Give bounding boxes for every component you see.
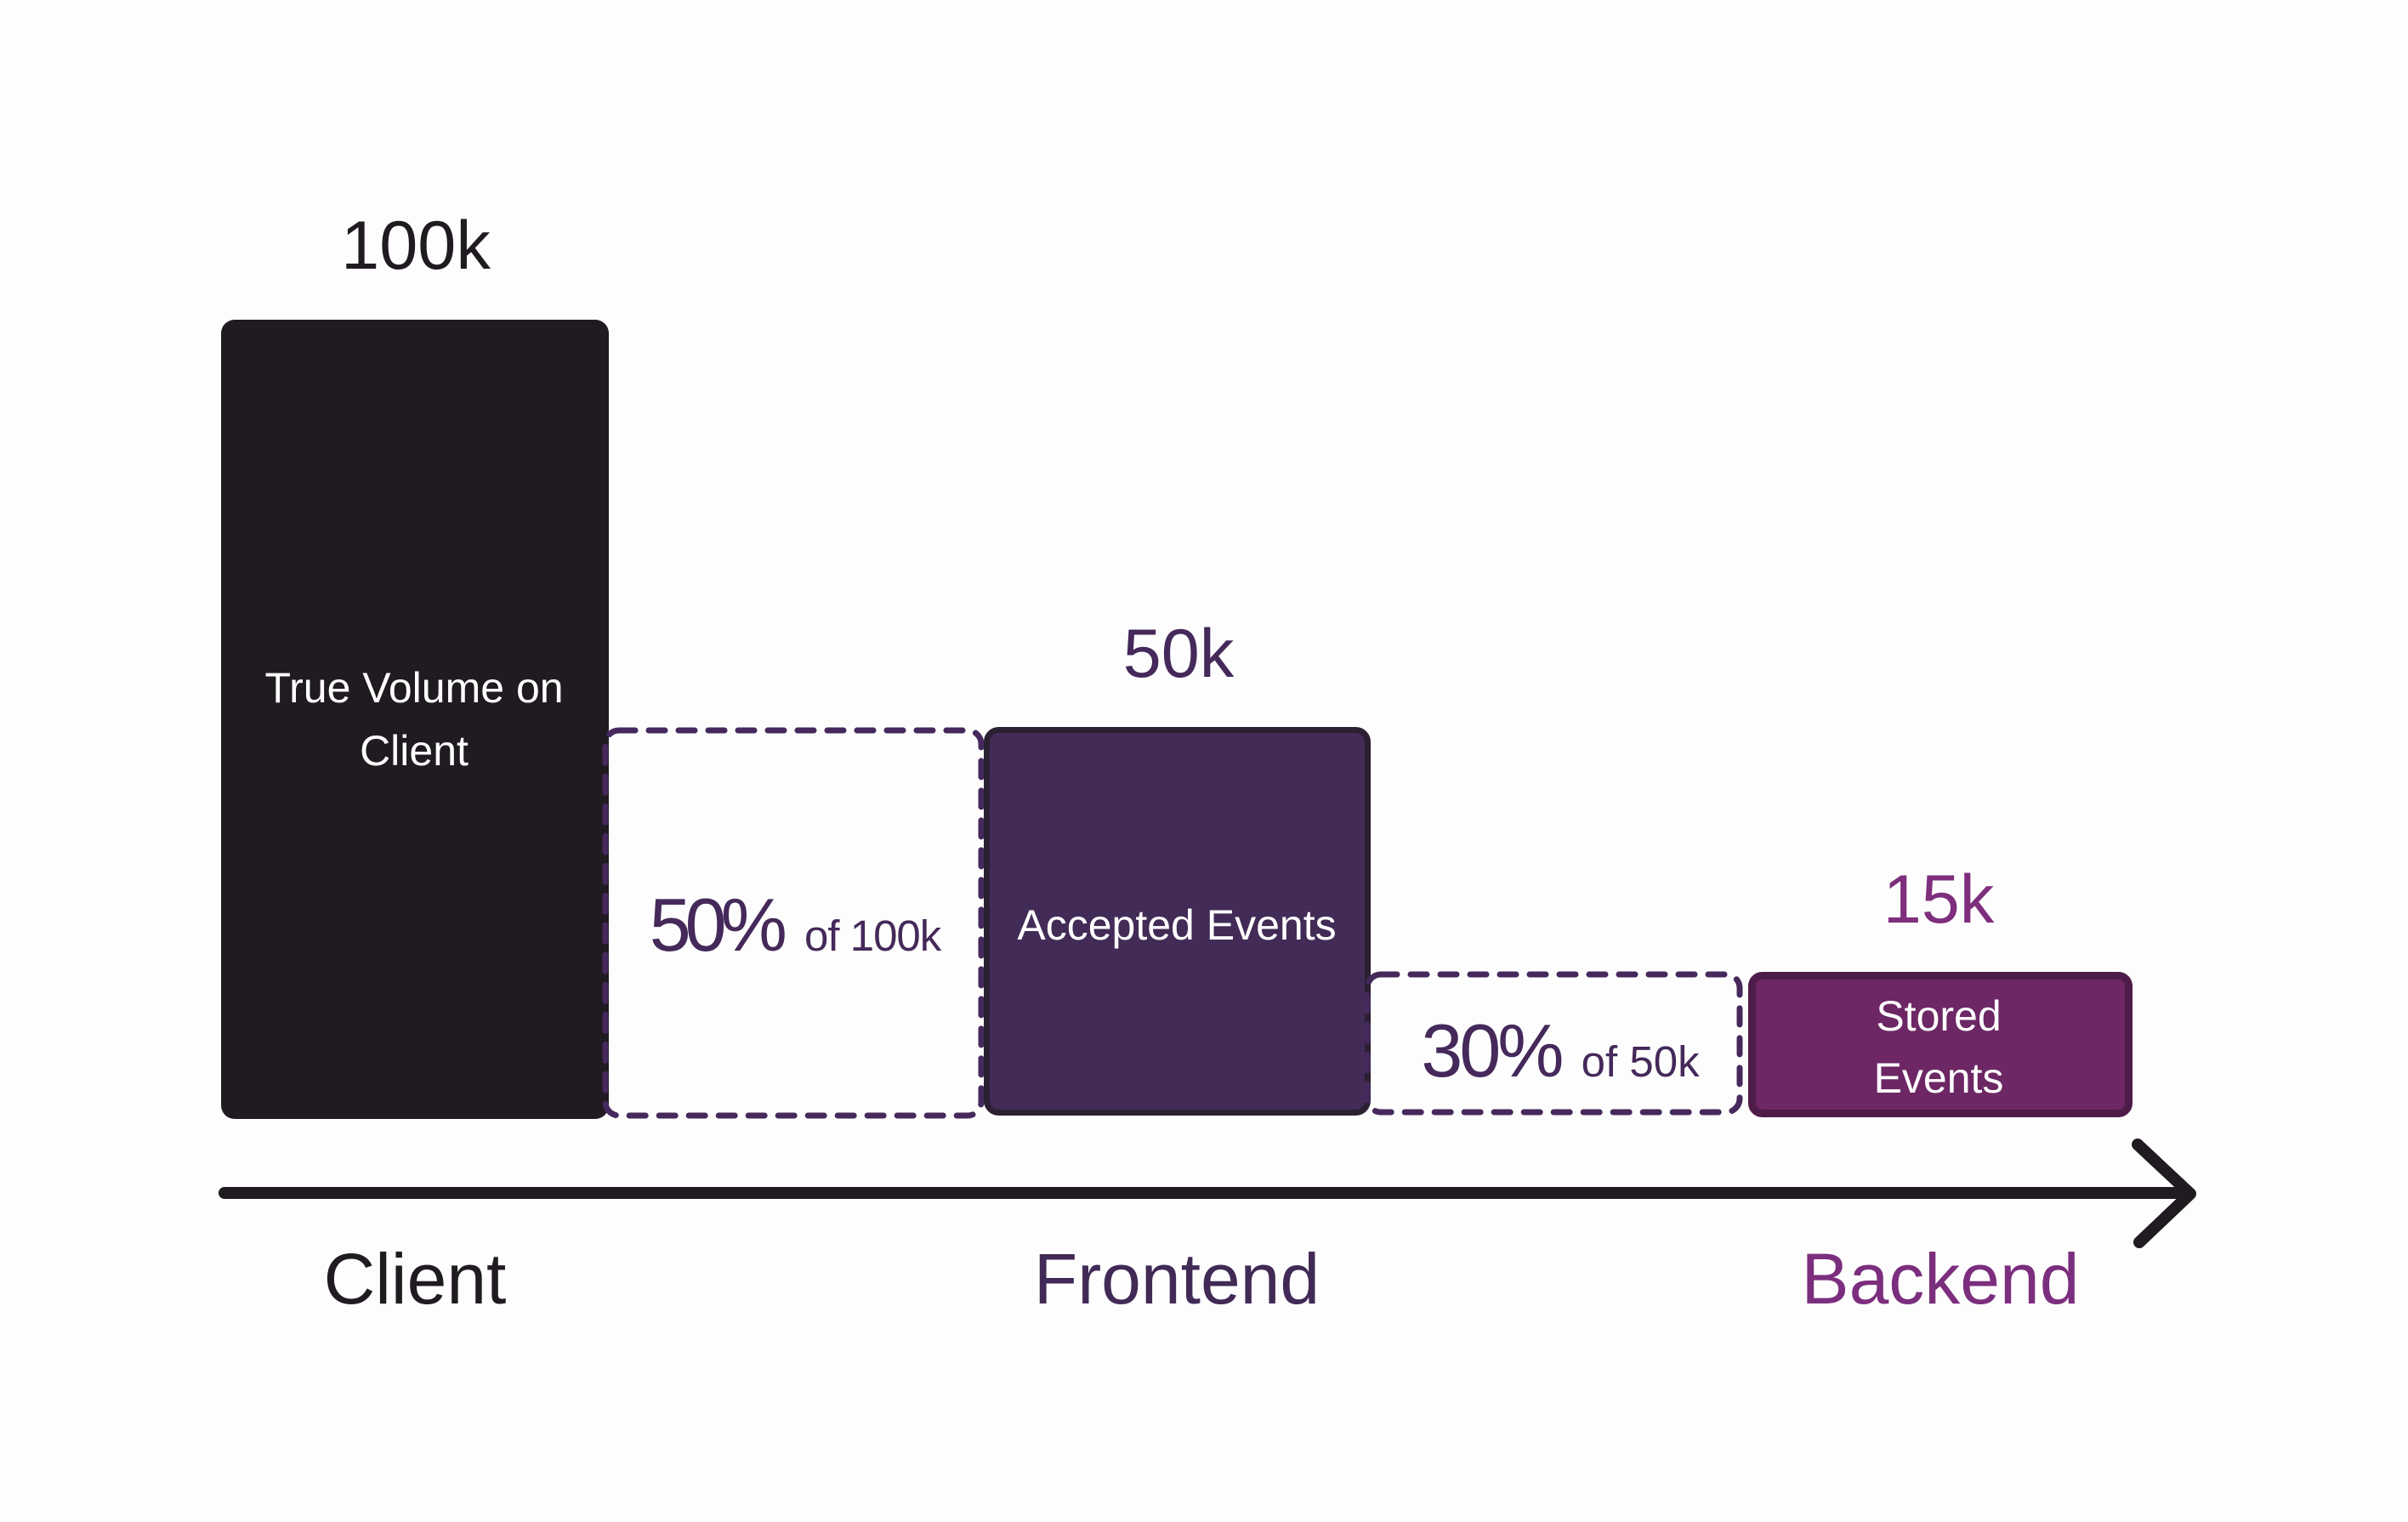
svg-text:30% of 50k: 30% of 50k [1421,1008,1700,1093]
svg-text:Frontend: Frontend [1034,1239,1320,1319]
svg-text:15k: 15k [1883,861,1995,938]
svg-text:50k: 50k [1123,616,1235,692]
svg-text:50% of 100k: 50% of 100k [650,883,942,967]
svg-text:True Volume on: True Volume on [264,664,563,712]
svg-text:Client: Client [324,1239,507,1319]
svg-text:Events: Events [1874,1054,2004,1102]
svg-text:100k: 100k [341,207,491,284]
svg-text:Backend: Backend [1802,1239,2080,1319]
svg-text:Accepted Events: Accepted Events [1017,901,1336,949]
svg-text:Client: Client [360,727,469,775]
svg-text:Stored: Stored [1876,992,2001,1040]
